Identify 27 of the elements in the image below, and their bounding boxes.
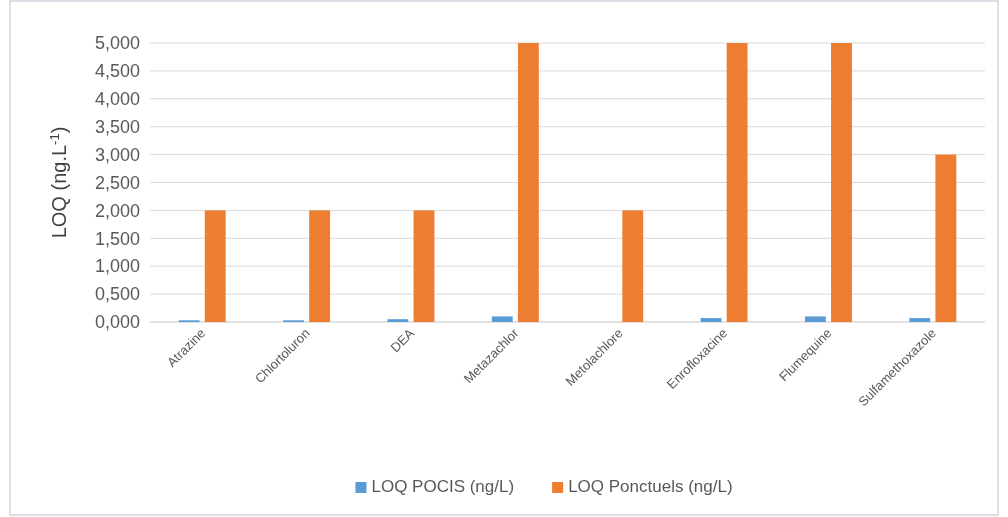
- bar: [517, 43, 539, 322]
- bar: [622, 210, 644, 322]
- y-tick-label: 0,000: [94, 312, 140, 333]
- x-tick-label: DEA: [387, 325, 418, 356]
- bar: [831, 43, 852, 322]
- y-tick-label: 2,500: [94, 172, 140, 193]
- bar: [413, 210, 435, 322]
- y-tick-label: 4,500: [94, 61, 140, 82]
- bar: [700, 318, 722, 322]
- y-tick-label: 5,000: [94, 33, 140, 54]
- bar: [387, 319, 409, 322]
- y-tick-label: 1,000: [94, 256, 140, 277]
- y-tick-label: 2,000: [94, 200, 140, 221]
- y-tick-label: 3,500: [94, 116, 140, 137]
- y-tick-label: 4,000: [94, 89, 140, 110]
- bar: [804, 316, 826, 322]
- bar: [309, 210, 331, 322]
- y-tick-label: 0,500: [94, 284, 140, 305]
- y-tick-label: 1,500: [94, 228, 140, 249]
- legend-label: LOQ Ponctuels (ng/L): [568, 477, 733, 496]
- legend-label: LOQ POCIS (ng/L): [371, 477, 515, 496]
- y-tick-label: 3,000: [94, 144, 140, 165]
- bar: [204, 210, 226, 322]
- bar: [909, 318, 931, 322]
- bar: [935, 154, 957, 322]
- bar: [726, 43, 748, 322]
- bar: [491, 316, 513, 322]
